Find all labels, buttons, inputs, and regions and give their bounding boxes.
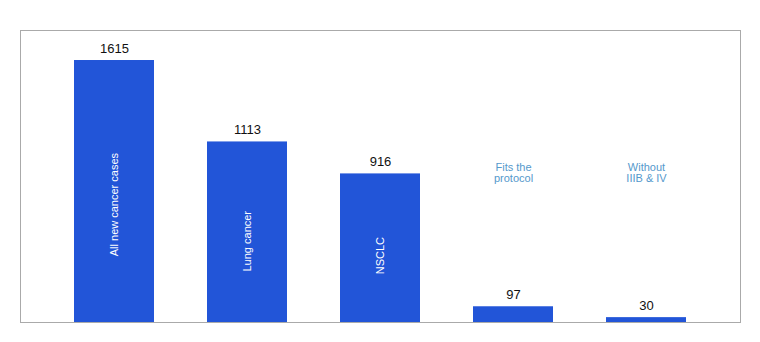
svg-text:NSCLC: NSCLC (374, 237, 386, 274)
svg-text:Fits theprotocol: Fits theprotocol (494, 161, 533, 184)
svg-text:1113: 1113 (234, 122, 261, 137)
svg-text:All new cancer cases: All new cancer cases (108, 152, 120, 256)
svg-text:WithoutIIIB & IV: WithoutIIIB & IV (626, 161, 667, 184)
svg-text:1615: 1615 (100, 41, 129, 56)
svg-text:Lung cancer: Lung cancer (241, 211, 253, 272)
svg-text:916: 916 (370, 154, 392, 169)
svg-text:30: 30 (639, 298, 653, 313)
svg-text:97: 97 (506, 287, 520, 302)
